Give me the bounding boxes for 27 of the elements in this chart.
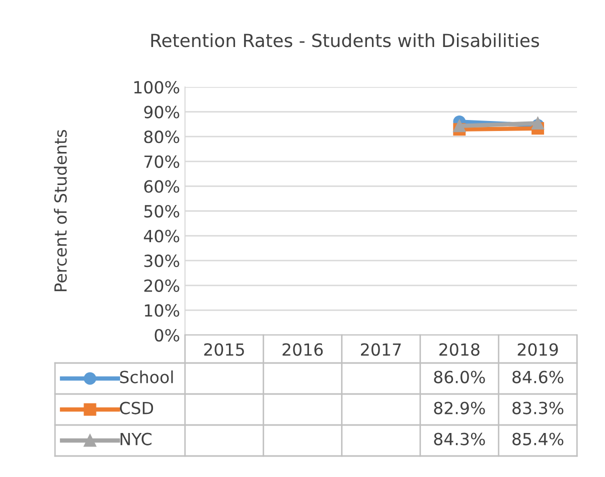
y-tick-label: 70% (144, 155, 180, 168)
x-tick-label: 2019 (518, 343, 558, 356)
data-label: 85.4% (512, 432, 564, 446)
y-tick-label: 40% (144, 230, 180, 242)
y-tick-label: 80% (144, 130, 180, 144)
x-tick-label: 2016 (282, 343, 323, 356)
data-label: 84.3% (434, 432, 485, 446)
data-label: 83.3% (512, 402, 564, 414)
y-tick-label: 50% (144, 204, 180, 218)
legend-label: School (120, 370, 173, 384)
data-label: 84.6% (512, 370, 564, 384)
x-tick-label: 2015 (204, 343, 244, 356)
y-tick-label: 0% (154, 328, 180, 342)
chart-title: Retention Rates - Students with Disabilities (151, 33, 540, 48)
legend-label: CSD (120, 402, 154, 414)
data-label: 82.9% (434, 402, 485, 414)
x-tick-label: 2018 (439, 343, 480, 356)
legend-label: NYC (120, 432, 152, 446)
y-tick-label: 90% (144, 106, 180, 118)
data-label: 86.0% (434, 370, 485, 384)
y-axis-title: Percent of Students (54, 130, 67, 292)
x-tick-label: 2017 (361, 343, 401, 356)
y-tick-label: 30% (144, 254, 180, 268)
y-tick-label: 100% (134, 80, 180, 94)
y-tick-label: 60% (144, 180, 180, 193)
y-tick-label: 10% (144, 304, 180, 317)
y-tick-label: 20% (144, 279, 180, 292)
